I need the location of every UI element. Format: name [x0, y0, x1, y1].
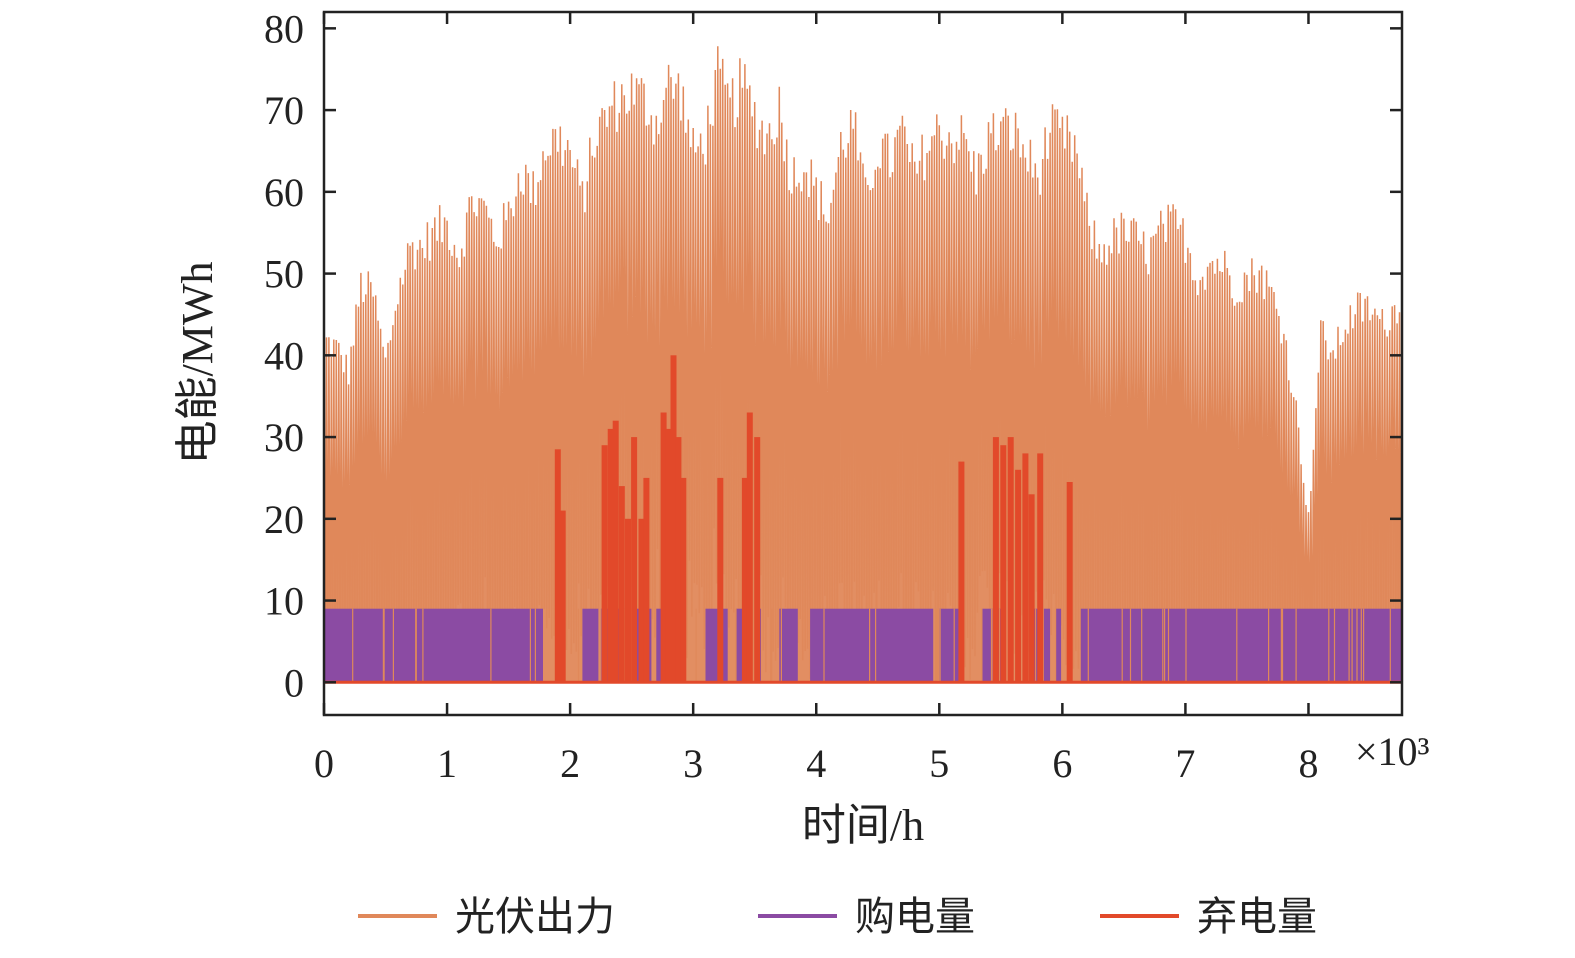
x-tick-label: 8: [1298, 741, 1318, 786]
curtail-spike: [717, 477, 724, 683]
curtail-spike: [612, 420, 619, 683]
x-tick-label: 5: [929, 741, 949, 786]
pv-line: [324, 46, 1402, 683]
plot-frame: [322, 10, 1404, 717]
y-axis-title: 电能/MWh: [173, 262, 222, 465]
x-tick-label: 3: [683, 741, 703, 786]
x-tick-label: 7: [1175, 741, 1195, 786]
series-pv: [324, 46, 1402, 683]
x-multiplier-label: ×10³: [1355, 729, 1430, 774]
y-tick-label: 50: [264, 252, 304, 297]
x-tick-label: 6: [1052, 741, 1072, 786]
legend-label-curtail: 弃电量: [1197, 894, 1317, 939]
curtail-spike: [754, 437, 761, 683]
axis-layer: 0 10 20 30 40 50 60 70 80 0 1 2 3 4 5 6 7 8: [264, 6, 1402, 786]
curtail-spike: [746, 412, 753, 683]
curtail-spike: [1028, 494, 1035, 683]
purchase-block: [1043, 608, 1051, 683]
curtail-spike: [1037, 453, 1044, 683]
curtail-spike: [992, 437, 999, 683]
curtail-spike: [638, 518, 645, 683]
curtail-spike: [631, 437, 638, 683]
x-tick-label: 2: [560, 741, 580, 786]
x-tick-label: 0: [314, 741, 334, 786]
curtail-spike: [660, 412, 667, 683]
curtail-spike: [670, 355, 677, 683]
y-tick-label: 30: [264, 415, 304, 460]
legend-label-pv: 光伏出力: [455, 894, 615, 939]
purchase-block: [939, 608, 962, 683]
curtail-spike: [554, 449, 561, 683]
legend-item-curtail: 弃电量: [1100, 894, 1317, 939]
curtail-spike: [1007, 437, 1014, 683]
series-curtail: [324, 355, 1402, 684]
curtail-spike: [665, 428, 672, 683]
purchase-block: [656, 608, 664, 683]
purchase-block: [779, 608, 798, 683]
purchase-block: [582, 608, 599, 683]
curtail-spike: [1015, 469, 1022, 683]
legend-item-purchase: 购电量: [758, 894, 975, 939]
purchase-block: [736, 608, 743, 683]
x-tick-label: 4: [806, 741, 826, 786]
curtail-spike: [675, 437, 682, 683]
y-tick-label: 10: [264, 579, 304, 624]
curtail-spike: [559, 510, 566, 683]
y-tick-label: 70: [264, 88, 304, 133]
y-tick-label: 40: [264, 333, 304, 378]
curtail-spike: [643, 477, 650, 683]
legend-label-purchase: 购电量: [855, 894, 975, 939]
plot-area: [322, 10, 1404, 717]
series-purchase: [324, 608, 1402, 683]
curtail-spike: [1022, 453, 1029, 683]
purchase-block: [324, 608, 543, 683]
curtail-spike: [1000, 445, 1007, 683]
curtail-spike: [680, 477, 687, 683]
legend: 光伏出力 购电量 弃电量: [358, 894, 1317, 939]
curtail-spike: [625, 518, 631, 683]
y-tick-label: 60: [264, 170, 304, 215]
legend-item-pv: 光伏出力: [358, 894, 615, 939]
curtail-spike: [1066, 482, 1073, 683]
y-tick-label: 0: [284, 660, 304, 705]
purchase-block: [705, 608, 728, 683]
curtail-spike: [741, 477, 748, 683]
curtail-spike: [601, 445, 608, 683]
purchase-block: [1056, 608, 1062, 683]
curtail-spike: [958, 461, 965, 683]
y-tick-label: 80: [264, 6, 304, 51]
purchase-block: [810, 608, 934, 683]
x-tick-label: 1: [437, 741, 457, 786]
x-axis-title: 时间/h: [802, 801, 924, 850]
purchase-block: [1080, 608, 1402, 683]
curtail-spike: [618, 486, 625, 683]
series-layer: [324, 46, 1402, 684]
y-tick-label: 20: [264, 497, 304, 542]
curtail-spike: [607, 428, 614, 683]
